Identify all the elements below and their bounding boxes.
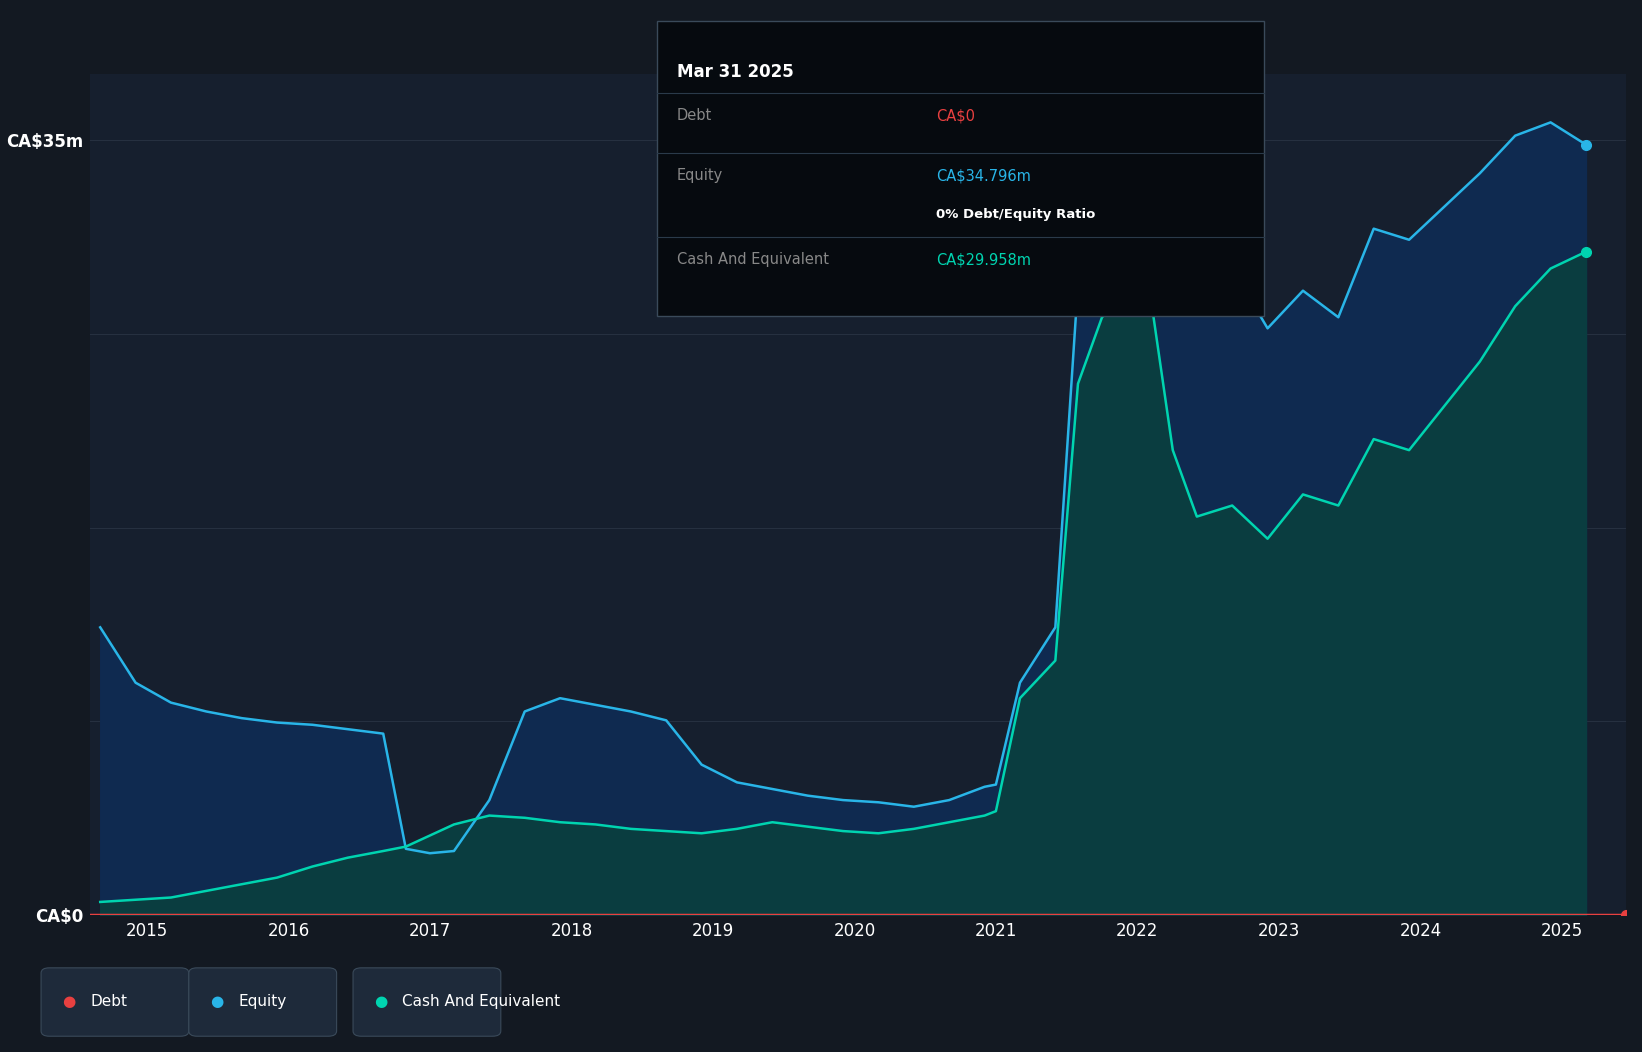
Text: Debt: Debt (677, 108, 711, 123)
Text: 0% Debt/Equity Ratio: 0% Debt/Equity Ratio (936, 208, 1095, 221)
Text: Cash And Equivalent: Cash And Equivalent (402, 994, 560, 1009)
Text: Debt: Debt (90, 994, 128, 1009)
Text: Mar 31 2025: Mar 31 2025 (677, 63, 793, 81)
Text: Equity: Equity (238, 994, 286, 1009)
Text: Cash And Equivalent: Cash And Equivalent (677, 252, 829, 267)
Text: CA$34.796m: CA$34.796m (936, 168, 1031, 183)
Text: ●: ● (62, 994, 76, 1009)
Text: CA$29.958m: CA$29.958m (936, 252, 1031, 267)
Text: ●: ● (210, 994, 223, 1009)
Text: ●: ● (374, 994, 388, 1009)
Text: CA$0: CA$0 (936, 108, 975, 123)
Text: Equity: Equity (677, 168, 722, 183)
